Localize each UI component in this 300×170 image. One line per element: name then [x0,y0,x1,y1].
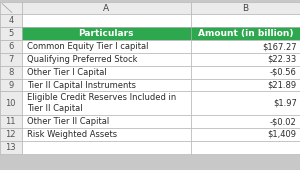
Bar [191,14,300,27]
Bar [22,115,191,128]
Text: -$0.56: -$0.56 [270,68,297,77]
Bar [0,128,22,141]
Bar [22,79,191,91]
Text: Common Equity Tier I capital: Common Equity Tier I capital [27,42,148,51]
Bar [191,115,300,128]
Text: $21.89: $21.89 [268,81,297,90]
Text: 7: 7 [8,55,14,64]
Bar [22,14,191,27]
Bar [0,2,22,14]
Text: 8: 8 [8,68,14,77]
Text: Other Tier II Capital: Other Tier II Capital [27,117,109,126]
Text: 12: 12 [5,130,16,139]
Bar [0,40,22,53]
Bar [191,40,300,53]
Text: $1.97: $1.97 [273,99,297,108]
Bar [22,91,191,115]
Text: B: B [242,4,249,13]
Text: Risk Weighted Assets: Risk Weighted Assets [27,130,117,139]
Bar [22,141,191,154]
Bar [191,79,300,91]
Bar [191,91,300,115]
Text: Amount (in billion): Amount (in billion) [198,29,293,38]
Bar [0,91,22,115]
Bar [191,27,300,40]
Bar [22,66,191,79]
Bar [0,115,22,128]
Bar [0,66,22,79]
Text: 4: 4 [8,16,14,25]
Bar [0,141,22,154]
Text: A: A [103,4,110,13]
Text: $22.33: $22.33 [268,55,297,64]
Text: Other Tier I Capital: Other Tier I Capital [27,68,107,77]
Bar [0,14,22,27]
Bar [22,128,191,141]
Bar [22,2,191,14]
Text: Qualifying Preferred Stock: Qualifying Preferred Stock [27,55,137,64]
Text: Eligible Credit Reserves Included in
Tier II Capital: Eligible Credit Reserves Included in Tie… [27,94,176,113]
Text: 13: 13 [5,143,16,152]
Text: $167.27: $167.27 [262,42,297,51]
Bar [0,53,22,66]
Bar [191,66,300,79]
Bar [191,128,300,141]
Bar [191,2,300,14]
Text: 6: 6 [8,42,14,51]
Text: 10: 10 [5,99,16,108]
Text: 5: 5 [8,29,14,38]
Text: $1,409: $1,409 [268,130,297,139]
Bar [22,40,191,53]
Bar [0,27,22,40]
Bar [191,53,300,66]
Bar [22,27,191,40]
Text: Particulars: Particulars [79,29,134,38]
Bar [0,79,22,91]
Text: 9: 9 [8,81,14,90]
Bar [22,53,191,66]
Text: 11: 11 [5,117,16,126]
Bar [191,141,300,154]
Text: Tier II Capital Instruments: Tier II Capital Instruments [27,81,136,90]
Text: -$0.02: -$0.02 [270,117,297,126]
